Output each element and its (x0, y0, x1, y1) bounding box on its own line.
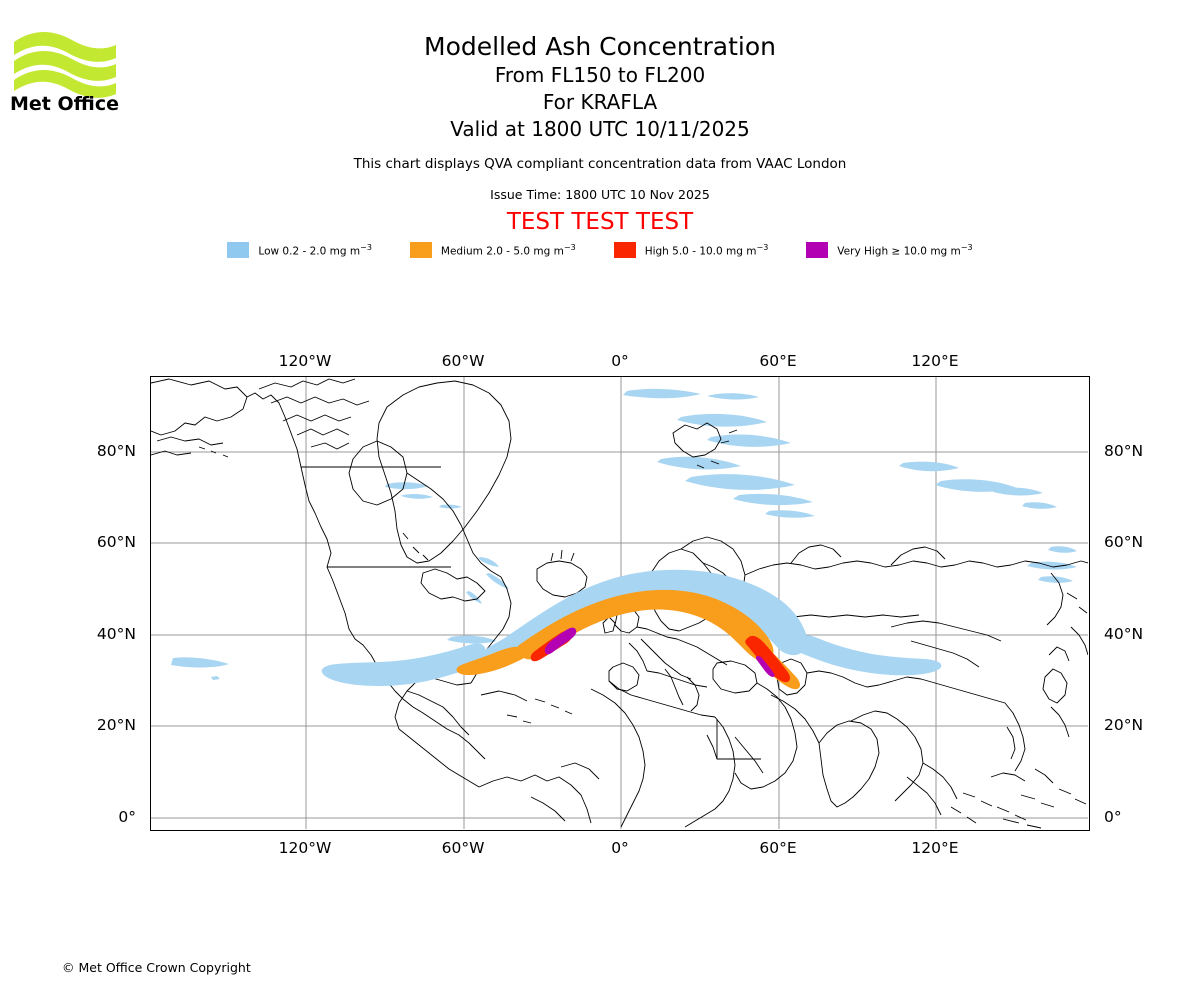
lat-label-right-3: 20°N (1104, 716, 1144, 734)
lon-label-bottom-0: 120°W (278, 839, 332, 857)
lon-label-bottom-2: 0° (611, 839, 629, 857)
logo-waves (14, 32, 116, 98)
lon-label-bottom-1: 60°W (441, 839, 485, 857)
map-water-shading (171, 388, 1077, 680)
legend-swatch-very-high (806, 242, 829, 258)
lat-label-left-3: 20°N (96, 716, 136, 734)
issue-time: Issue Time: 1800 UTC 10 Nov 2025 (490, 187, 710, 202)
lon-label-top-0: 120°W (278, 352, 332, 370)
map-frame (150, 376, 1090, 831)
legend-item-low: Low 0.2 - 2.0 mg m−3 (227, 242, 372, 258)
lat-label-right-1: 60°N (1104, 533, 1144, 551)
test-banner: TEST TEST TEST (506, 209, 694, 235)
legend-item-medium: Medium 2.0 - 5.0 mg m−3 (409, 242, 576, 258)
legend-swatch-low (227, 242, 250, 258)
volcano-subtitle: For KRAFLA (542, 90, 658, 114)
ash-plume-low (321, 569, 942, 686)
lat-label-right-2: 40°N (1104, 625, 1144, 643)
lat-label-left-2: 40°N (96, 625, 136, 643)
legend-label-very-high: Very High ≥ 10.0 mg m−3 (837, 242, 973, 258)
lat-label-right-4: 0° (1104, 808, 1122, 826)
legend-swatch-medium (409, 242, 432, 258)
concentration-legend: Low 0.2 - 2.0 mg m−3 Medium 2.0 - 5.0 mg… (0, 242, 1200, 258)
map-canvas (151, 377, 1088, 829)
ash-plume-very-high (544, 627, 775, 677)
lon-label-bottom-4: 120°E (911, 839, 959, 857)
flight-level-subtitle: From FL150 to FL200 (494, 63, 706, 87)
legend-item-very-high: Very High ≥ 10.0 mg m−3 (806, 242, 973, 258)
legend-item-high: High 5.0 - 10.0 mg m−3 (613, 242, 769, 258)
lat-label-right-0: 80°N (1104, 442, 1144, 460)
lon-label-bottom-3: 60°E (759, 839, 797, 857)
lon-label-top-2: 0° (611, 352, 629, 370)
lon-label-top-4: 120°E (911, 352, 959, 370)
title-block: Modelled Ash Concentration From FL150 to… (0, 0, 1200, 236)
lat-label-left-4: 0° (118, 808, 136, 826)
lon-label-top-3: 60°E (759, 352, 797, 370)
copyright-footer: © Met Office Crown Copyright (62, 960, 251, 975)
page-title: Modelled Ash Concentration (424, 32, 776, 61)
ash-concentration-map: 120°W 60°W 0° 60°E 120°E 120°W 60°W 0° 6… (97, 352, 1143, 857)
logo-text: Met Office (10, 93, 119, 112)
legend-label-low: Low 0.2 - 2.0 mg m−3 (258, 242, 372, 258)
lon-label-top-1: 60°W (441, 352, 485, 370)
legend-label-medium: Medium 2.0 - 5.0 mg m−3 (440, 242, 576, 258)
lat-label-left-0: 80°N (96, 442, 136, 460)
valid-time-subtitle: Valid at 1800 UTC 10/11/2025 (450, 117, 750, 141)
met-office-logo: Met Office (10, 24, 120, 112)
legend-label-high: High 5.0 - 10.0 mg m−3 (644, 242, 769, 258)
map-gridlines (151, 377, 1088, 829)
legend-swatch-high (613, 242, 636, 258)
qva-note: This chart displays QVA compliant concen… (353, 156, 847, 172)
lat-label-left-1: 60°N (96, 533, 136, 551)
